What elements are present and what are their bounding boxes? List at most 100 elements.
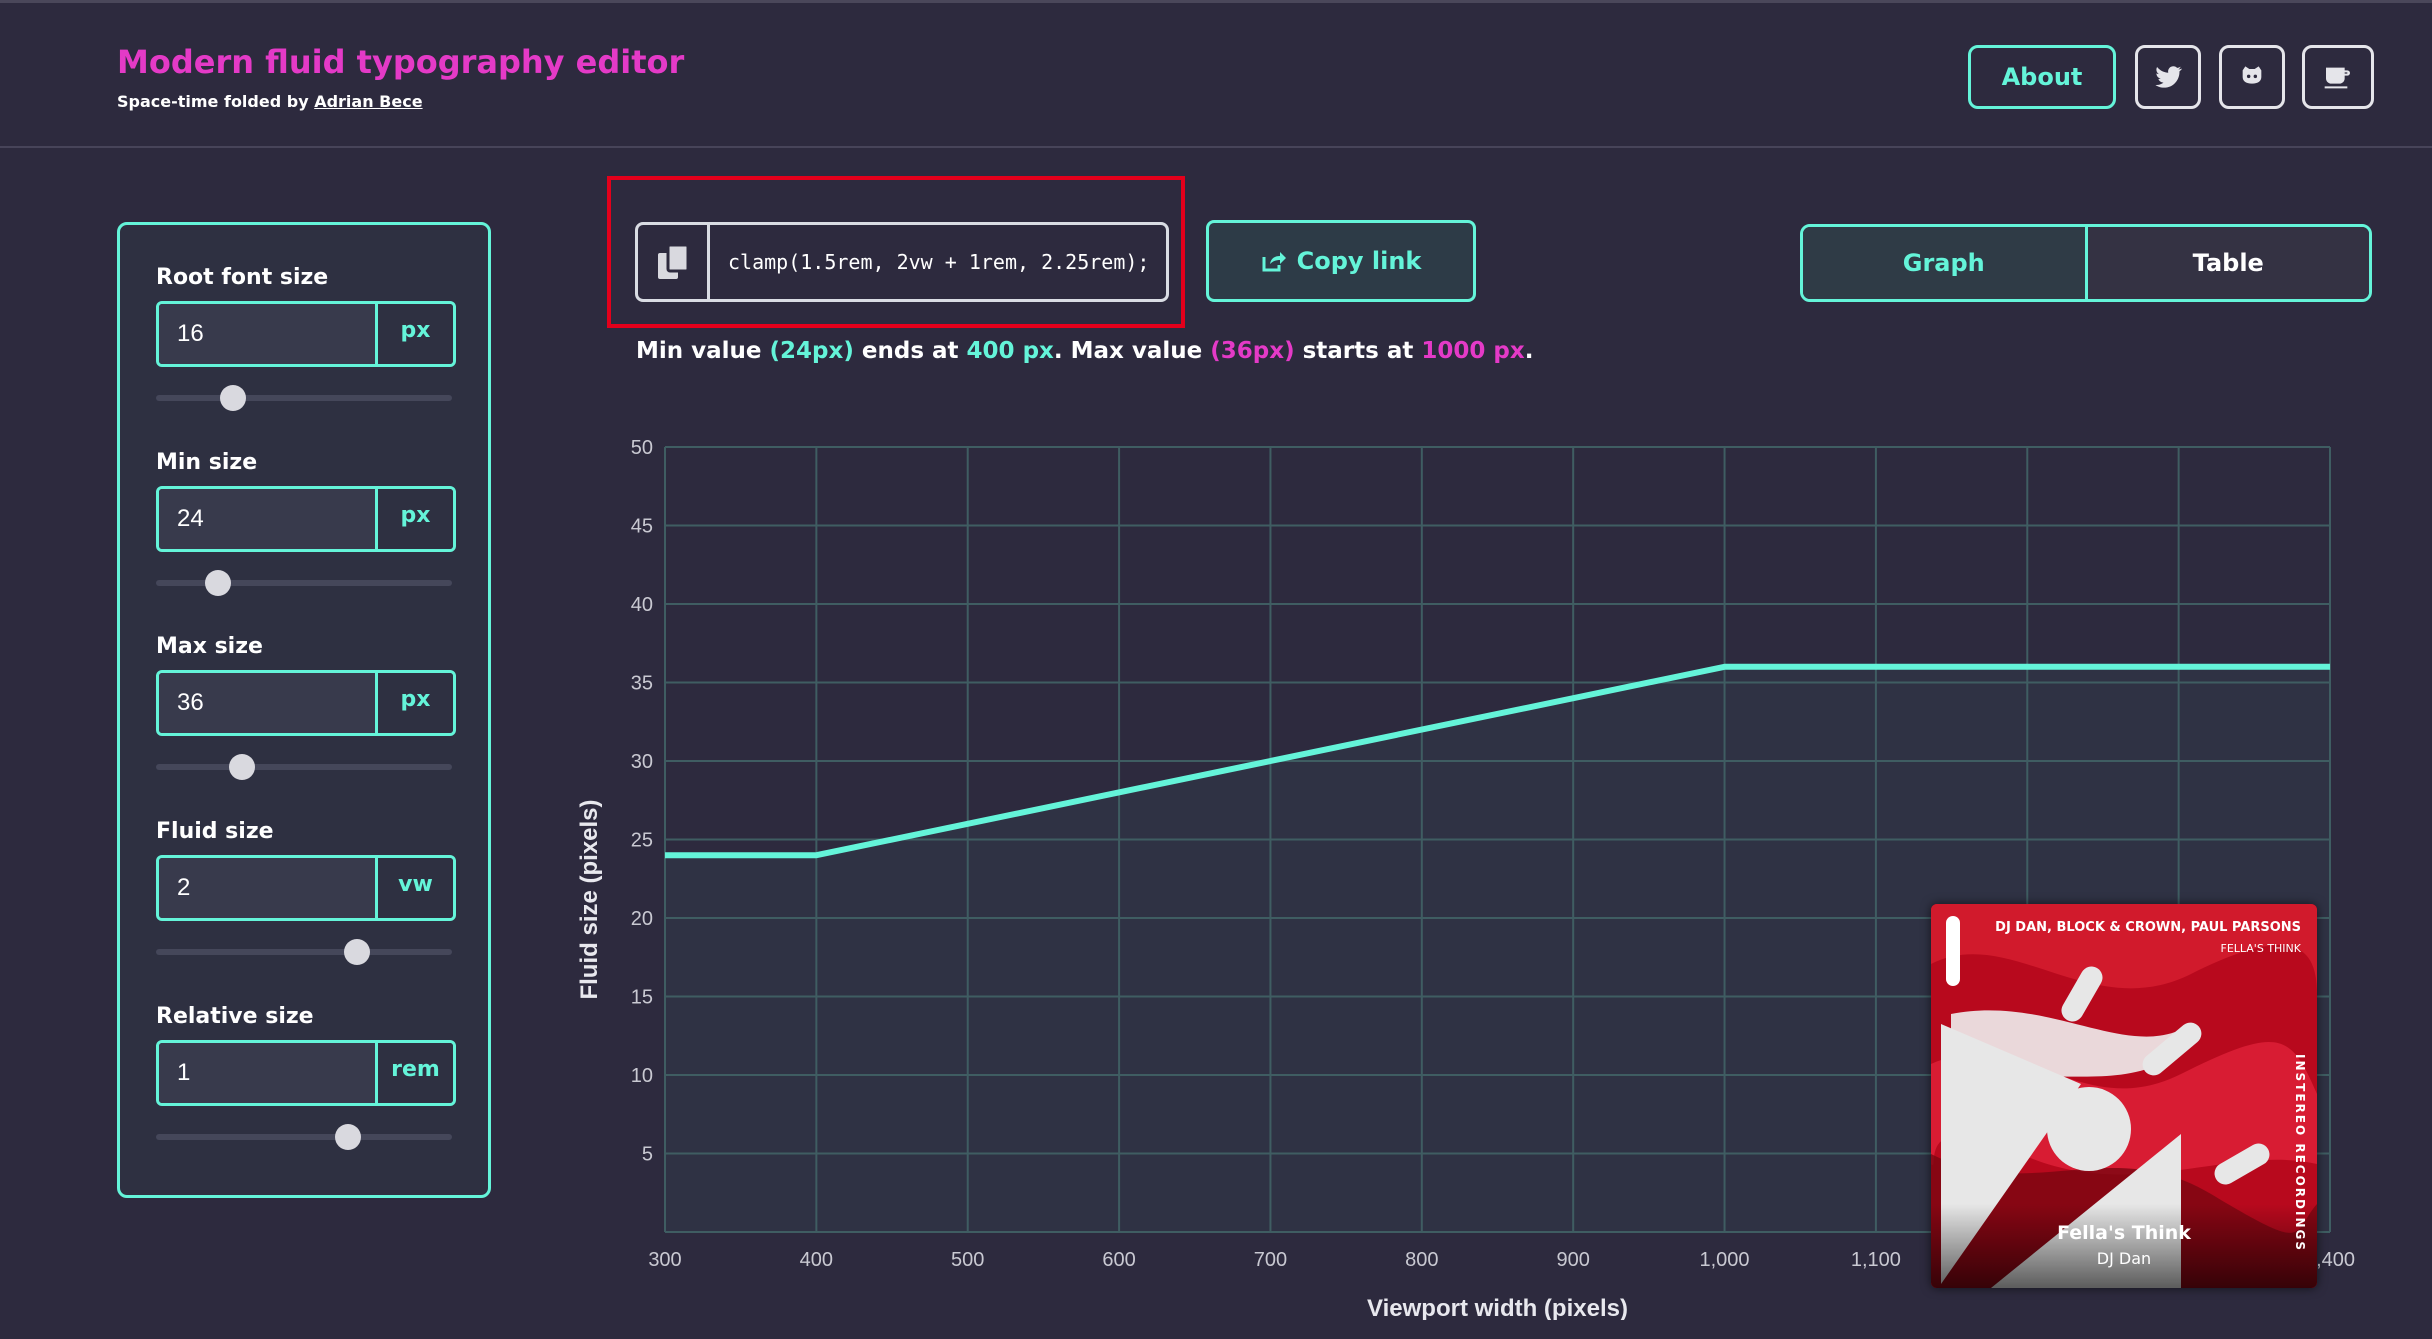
relative-size-unit: rem xyxy=(375,1043,453,1103)
min-value: (24px) xyxy=(769,338,854,364)
summary-part: starts at xyxy=(1294,338,1422,364)
root-font-size-control: Root font size 16 px xyxy=(156,265,456,411)
y-tick-label: 45 xyxy=(631,516,653,538)
fluid-size-unit: vw xyxy=(375,858,453,918)
copy-code-button[interactable] xyxy=(638,225,710,299)
graph-tab[interactable]: Graph xyxy=(1803,227,2085,299)
highlight-box xyxy=(607,176,1185,328)
min-size-label: Min size xyxy=(156,450,258,475)
site-subtitle: Space-time folded by Adrian Bece xyxy=(117,92,423,111)
css-output-code[interactable]: clamp(1.5rem, 2vw + 1rem, 2.25rem); xyxy=(728,250,1150,274)
summary-part: Min value xyxy=(636,338,770,364)
root-font-size-slider[interactable] xyxy=(156,385,452,411)
relative-size-field: 1 rem xyxy=(156,1040,456,1106)
x-axis-label: Viewport width (pixels) xyxy=(1367,1295,1628,1320)
series-area xyxy=(665,666,2330,1232)
album-art-image xyxy=(1931,904,2317,1288)
max-size-control: Max size 36 px xyxy=(156,634,456,780)
relative-size-label: Relative size xyxy=(156,1004,314,1029)
relative-size-control: Relative size 1 rem xyxy=(156,1004,456,1150)
summary-text: Min value (24px) ends at 400 px. Max val… xyxy=(636,338,1533,364)
top-bar: Modern fluid typography editor Space-tim… xyxy=(0,0,2432,148)
table-tab[interactable]: Table xyxy=(2084,227,2369,299)
slider-thumb[interactable] xyxy=(228,754,255,780)
coffee-button[interactable] xyxy=(2302,45,2374,109)
coffee-icon xyxy=(2324,67,2350,89)
min-breakpoint: 400 px xyxy=(966,338,1054,364)
subtitle-prefix: Space-time folded by xyxy=(117,92,309,111)
about-label: About xyxy=(2001,63,2083,91)
summary-part: . Max value xyxy=(1053,338,1211,364)
series-line xyxy=(665,663,2330,859)
github-icon xyxy=(2242,66,2262,84)
max-size-label: Max size xyxy=(156,634,263,659)
summary-part: . xyxy=(1524,338,1534,364)
x-tick-label: 700 xyxy=(1254,1249,1287,1271)
github-button[interactable] xyxy=(2219,45,2285,109)
site-title: Modern fluid typography editor xyxy=(117,43,685,81)
x-tick-label: 900 xyxy=(1556,1249,1589,1271)
fluid-size-input[interactable]: 2 xyxy=(159,858,375,918)
track-title: Fella's Think xyxy=(2057,1222,2191,1244)
y-tick-label: 40 xyxy=(631,594,653,616)
album-artists: DJ DAN, BLOCK & CROWN, PAUL PARSONS xyxy=(1995,920,2301,935)
max-value: (36px) xyxy=(1210,338,1295,364)
y-tick-label: 15 xyxy=(631,987,653,1009)
y-tick-label: 25 xyxy=(631,830,653,852)
summary-part: ends at xyxy=(853,338,967,364)
view-toggle: Graph Table xyxy=(1800,224,2372,302)
twitter-icon xyxy=(2155,66,2182,88)
copy-link-button[interactable]: Copy link xyxy=(1206,220,1476,302)
relative-size-slider[interactable] xyxy=(156,1124,452,1150)
y-tick-label: 35 xyxy=(631,673,653,695)
y-tick-label: 20 xyxy=(631,908,653,930)
track-artist: DJ Dan xyxy=(2096,1249,2152,1268)
x-tick-label: 1,000 xyxy=(1700,1249,1750,1271)
album-art-overlay[interactable]: DJ DAN, BLOCK & CROWN, PAUL PARSONS FELL… xyxy=(1931,904,2317,1288)
album-subtitle: FELLA'S THINK xyxy=(2220,942,2302,955)
x-tick-label: 500 xyxy=(951,1249,984,1271)
x-tick-label: 1,400 xyxy=(2305,1249,2355,1271)
min-size-field: 24 px xyxy=(156,486,456,552)
relative-size-input[interactable]: 1 xyxy=(159,1043,375,1103)
min-size-input[interactable]: 24 xyxy=(159,489,375,549)
max-size-field: 36 px xyxy=(156,670,456,736)
fluid-size-slider[interactable] xyxy=(156,939,452,965)
max-size-slider[interactable] xyxy=(156,754,452,780)
max-breakpoint: 1000 px xyxy=(1421,338,1525,364)
x-tick-label: 800 xyxy=(1405,1249,1438,1271)
fluid-size-control: Fluid size 2 vw xyxy=(156,819,456,965)
max-size-input[interactable]: 36 xyxy=(159,673,375,733)
max-size-unit: px xyxy=(375,673,453,733)
record-label: INSTEREO RECORDINGS xyxy=(2293,1054,2307,1252)
twitter-button[interactable] xyxy=(2135,45,2201,109)
x-tick-label: 1,100 xyxy=(1851,1249,1901,1271)
fluid-size-chart: 3004005006007008009001,0001,1001,2001,30… xyxy=(560,420,2400,1322)
root-font-size-unit: px xyxy=(375,304,453,364)
root-font-size-field: 16 px xyxy=(156,301,456,367)
about-button[interactable]: About xyxy=(1968,45,2116,109)
min-size-unit: px xyxy=(375,489,453,549)
css-output-box: clamp(1.5rem, 2vw + 1rem, 2.25rem); xyxy=(635,222,1169,302)
min-size-slider[interactable] xyxy=(156,570,452,596)
x-tick-label: 300 xyxy=(648,1249,681,1271)
slider-thumb[interactable] xyxy=(344,939,371,965)
author-link[interactable]: Adrian Bece xyxy=(314,92,423,111)
root-font-size-label: Root font size xyxy=(156,265,329,290)
y-axis-label: Fluid size (pixels) xyxy=(576,799,603,999)
y-tick-label: 10 xyxy=(631,1065,653,1087)
fluid-size-label: Fluid size xyxy=(156,819,274,844)
root-font-size-input[interactable]: 16 xyxy=(159,304,375,364)
share-icon xyxy=(1262,252,1286,272)
chart-svg: 3004005006007008009001,0001,1001,2001,30… xyxy=(576,437,2355,1322)
y-tick-label: 30 xyxy=(631,751,653,773)
copy-icon xyxy=(657,243,689,279)
slider-thumb[interactable] xyxy=(205,570,232,596)
min-size-control: Min size 24 px xyxy=(156,450,456,596)
slider-thumb[interactable] xyxy=(335,1124,362,1150)
x-tick-label: 400 xyxy=(800,1249,833,1271)
controls-panel: Root font size 16 px Min size 24 px Max … xyxy=(117,222,491,1198)
x-tick-label: 600 xyxy=(1102,1249,1135,1271)
copy-link-label: Copy link xyxy=(1296,247,1422,275)
slider-thumb[interactable] xyxy=(219,385,246,411)
